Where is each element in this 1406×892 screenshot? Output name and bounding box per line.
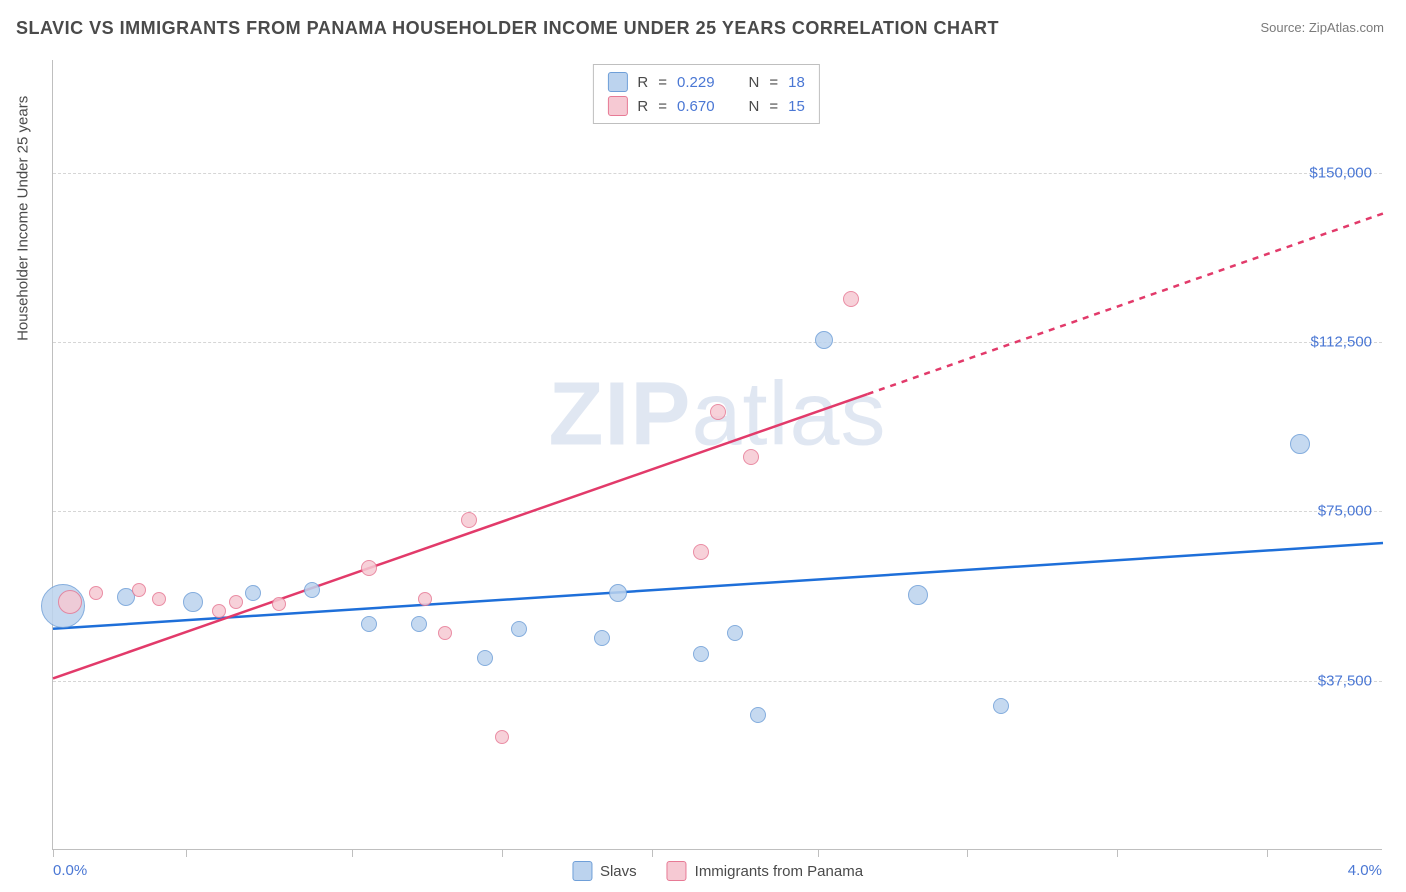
data-point [183, 592, 203, 612]
legend-row-panama: R = 0.670 N = 15 [607, 94, 804, 118]
y-tick-label: $75,000 [1318, 503, 1372, 520]
correlation-legend: R = 0.229 N = 18 R = 0.670 N = 15 [592, 64, 819, 124]
legend-label-panama: Immigrants from Panama [695, 863, 863, 880]
data-point [511, 621, 527, 637]
x-min-label: 0.0% [53, 862, 87, 879]
x-tick [53, 849, 54, 857]
x-tick [352, 849, 353, 857]
y-tick-label: $150,000 [1309, 164, 1372, 181]
data-point [212, 604, 226, 618]
y-axis-label: Householder Income Under 25 years [15, 95, 32, 340]
watermark-bold: ZIP [548, 365, 691, 465]
data-point [304, 582, 320, 598]
data-point [710, 404, 726, 420]
data-point [750, 707, 766, 723]
data-point [727, 625, 743, 641]
r-value-slavs: 0.229 [677, 74, 715, 91]
r-value-panama: 0.670 [677, 98, 715, 115]
y-tick-label: $112,500 [1311, 334, 1372, 351]
data-point [908, 585, 928, 605]
data-point [461, 512, 477, 528]
legend-row-slavs: R = 0.229 N = 18 [607, 70, 804, 94]
x-tick [502, 849, 503, 857]
data-point [152, 592, 166, 606]
data-point [132, 583, 146, 597]
trend-line [868, 213, 1383, 394]
data-point [743, 449, 759, 465]
data-point [58, 590, 82, 614]
swatch-slavs-icon [572, 861, 592, 881]
n-value-panama: 15 [788, 98, 805, 115]
gridline [53, 173, 1382, 174]
data-point [272, 597, 286, 611]
data-point [411, 616, 427, 632]
chart-title: SLAVIC VS IMMIGRANTS FROM PANAMA HOUSEHO… [16, 18, 999, 39]
x-tick [1267, 849, 1268, 857]
data-point [693, 544, 709, 560]
data-point [693, 646, 709, 662]
trend-lines [53, 60, 1382, 849]
data-point [361, 616, 377, 632]
legend-item-slavs: Slavs [572, 861, 637, 881]
x-tick [186, 849, 187, 857]
swatch-panama [607, 96, 627, 116]
gridline [53, 342, 1382, 343]
data-point [594, 630, 610, 646]
data-point [229, 595, 243, 609]
y-tick-label: $37,500 [1318, 672, 1372, 689]
source-attribution: Source: ZipAtlas.com [1260, 20, 1384, 35]
trend-line [53, 394, 868, 678]
x-max-label: 4.0% [1348, 862, 1382, 879]
data-point [361, 560, 377, 576]
series-legend: Slavs Immigrants from Panama [572, 861, 863, 881]
data-point [438, 626, 452, 640]
x-tick [1117, 849, 1118, 857]
data-point [993, 698, 1009, 714]
data-point [418, 592, 432, 606]
data-point [843, 291, 859, 307]
gridline [53, 511, 1382, 512]
x-tick [818, 849, 819, 857]
legend-item-panama: Immigrants from Panama [667, 861, 863, 881]
data-point [1290, 434, 1310, 454]
gridline [53, 681, 1382, 682]
legend-label-slavs: Slavs [600, 863, 637, 880]
data-point [89, 586, 103, 600]
data-point [245, 585, 261, 601]
swatch-slavs [607, 72, 627, 92]
n-value-slavs: 18 [788, 74, 805, 91]
data-point [477, 650, 493, 666]
data-point [815, 331, 833, 349]
data-point [609, 584, 627, 602]
x-tick [967, 849, 968, 857]
n-label: N [749, 74, 760, 91]
x-tick [652, 849, 653, 857]
swatch-panama-icon [667, 861, 687, 881]
data-point [495, 730, 509, 744]
plot-area: Householder Income Under 25 years ZIPatl… [52, 60, 1382, 850]
r-label: R [637, 74, 648, 91]
